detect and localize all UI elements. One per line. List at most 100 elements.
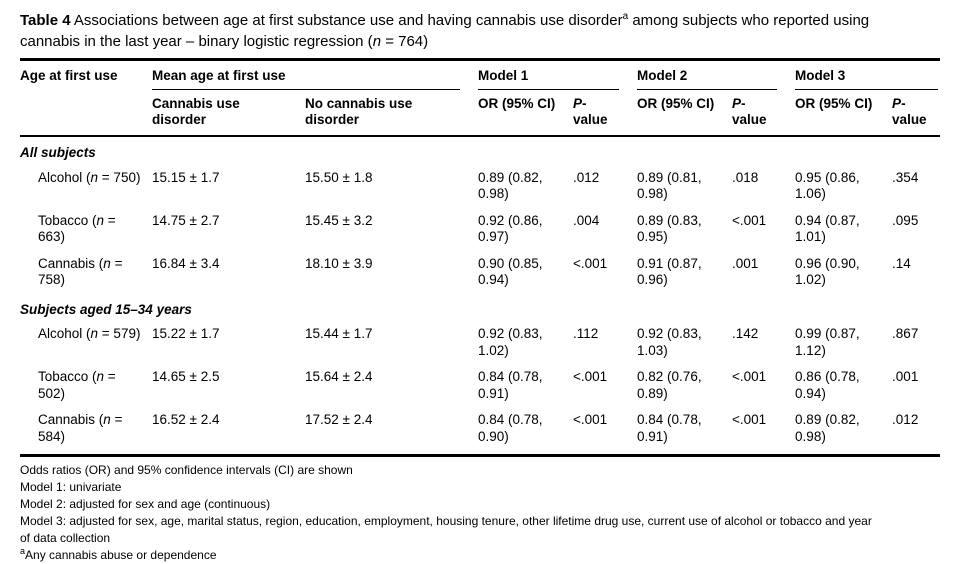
cell-substance-label: Tobacco (n = 663) — [38, 212, 116, 245]
cell-m1-or: 0.89 (0.82, 0.98) — [478, 169, 543, 202]
cell-m2-p: .142 — [732, 326, 759, 341]
cell-m1-p: .112 — [573, 326, 599, 341]
group-header-label: Model 2 — [637, 68, 778, 90]
cell-m1-or: 0.92 (0.83, 1.02) — [478, 326, 543, 358]
cell-mean-cud: 14.65 ± 2.5 — [152, 369, 220, 384]
cell-m3-or: 0.89 (0.82, 0.98) — [795, 407, 893, 457]
regression-results-table: Age at first use Mean age at first use M… — [20, 58, 941, 457]
caption-superscript-a: a — [622, 11, 629, 22]
cell-mean-cud: 16.84 ± 3.4 — [152, 255, 220, 271]
cell-m2-or: 0.82 (0.76, 0.89) — [637, 369, 702, 401]
col-header-or-model-2: OR (95% CI) — [637, 90, 733, 137]
cell-m1-or: 0.92 (0.86, 0.97) — [478, 212, 543, 245]
row-tobacco-all: Tobacco (n = 663) 14.75 ± 2.7 15.45 ± 3.2… — [20, 208, 940, 251]
caption-n-italic: n — [372, 33, 382, 50]
cell-m1-or: 0.84 (0.78, 0.91) — [478, 369, 543, 401]
cell-substance-label: Cannabis (n = 584) — [20, 407, 152, 457]
cell-m3-p: .001 — [892, 369, 919, 384]
group-header-label: Model 1 — [478, 68, 620, 90]
cell-m2-p: .018 — [732, 169, 759, 185]
section-label: All subjects — [20, 145, 96, 160]
cell-m2-or: 0.92 (0.83, 1.03) — [637, 326, 702, 358]
cell-m3-or: 0.86 (0.78, 0.94) — [795, 369, 860, 401]
cell-m3-p: .14 — [892, 255, 911, 271]
cell-mean-cud: 16.52 ± 2.4 — [152, 407, 305, 457]
caption-text: cannabis in the last year – binary logis… — [20, 33, 373, 50]
cell-m2-p: <.001 — [732, 369, 767, 384]
section-header-aged-15-34: Subjects aged 15–34 years — [20, 294, 940, 322]
col-header-or-model-3: OR (95% CI) — [795, 90, 893, 137]
col-header-pvalue-model-1: P-value — [573, 90, 638, 137]
cell-substance-label: Alcohol (n = 750) — [38, 169, 141, 185]
footnote-line: Model 1: univariate — [20, 480, 122, 494]
cell-m1-p: .004 — [573, 212, 600, 228]
group-header-label: Mean age at first use — [152, 68, 461, 90]
cell-m1-p: <.001 — [573, 255, 608, 271]
cell-substance-label: Cannabis (n = 758) — [38, 255, 123, 288]
table-caption: Table 4 Associations between age at firs… — [20, 10, 940, 52]
cell-m2-or: 0.89 (0.83, 0.95) — [637, 212, 702, 245]
cell-mean-no-cud: 15.44 ± 1.7 — [305, 326, 373, 341]
cell-m2-or: 0.91 (0.87, 0.96) — [637, 255, 702, 288]
cell-m2-p: <.001 — [732, 212, 767, 228]
row-cannabis-15-34: Cannabis (n = 584) 16.52 ± 2.4 17.52 ± 2.… — [20, 407, 941, 457]
group-header-model-2: Model 2 — [637, 58, 796, 90]
cell-m2-p: <.001 — [732, 407, 796, 457]
cell-m3-p: .867 — [892, 326, 919, 341]
col-header-or-model-1: OR (95% CI) — [478, 90, 574, 137]
row-alcohol-15-34: Alcohol (n = 579) 15.22 ± 1.7 15.44 ± 1.… — [20, 321, 940, 364]
cell-m2-or: 0.89 (0.81, 0.98) — [637, 169, 702, 202]
cell-mean-cud: 14.75 ± 2.7 — [152, 212, 220, 228]
cell-m1-p: <.001 — [573, 407, 638, 457]
group-header-row: Age at first use Mean age at first use M… — [20, 58, 941, 137]
cell-substance-label: Alcohol (n = 579) — [38, 326, 141, 341]
cell-mean-cud: 15.22 ± 1.7 — [152, 326, 220, 341]
cell-substance-label: Tobacco (n = 502) — [38, 369, 116, 401]
cell-mean-no-cud: 17.52 ± 2.4 — [305, 407, 479, 457]
footnote-line: aAny cannabis abuse or dependence — [20, 546, 217, 563]
cell-m3-or: 0.94 (0.87, 1.01) — [795, 212, 860, 245]
col-header-pvalue-model-3: P-value — [892, 90, 941, 137]
cell-m3-or: 0.95 (0.86, 1.06) — [795, 169, 860, 202]
footnote-line: Model 2: adjusted for sex and age (conti… — [20, 497, 271, 511]
footnotes: Odds ratios (OR) and 95% confidence inte… — [20, 462, 940, 564]
caption-text: = 764) — [381, 33, 429, 50]
caption-text: Associations between age at first substa… — [70, 12, 623, 29]
row-cannabis-all: Cannabis (n = 758) 16.84 ± 3.4 18.10 ± 3.… — [20, 251, 940, 294]
cell-mean-no-cud: 15.50 ± 1.8 — [305, 169, 373, 185]
cell-m2-or: 0.84 (0.78, 0.91) — [637, 407, 733, 457]
sub-header-row: Cannabis use disorder No cannabis use di… — [20, 90, 941, 137]
footnote-line: Model 3: adjusted for sex, age, marital … — [20, 514, 872, 545]
group-header-mean-age: Mean age at first use — [152, 58, 479, 90]
group-header-model-1: Model 1 — [478, 58, 638, 90]
cell-m3-p: .095 — [892, 212, 919, 228]
table-number: Table 4 Associations between age at firs… — [20, 11, 870, 30]
cell-mean-no-cud: 15.64 ± 2.4 — [305, 369, 373, 384]
row-alcohol-all: Alcohol (n = 750) 15.15 ± 1.7 15.50 ± 1.… — [20, 165, 940, 208]
cell-m1-or: 0.90 (0.85, 0.94) — [478, 255, 543, 288]
footnote-line: Odds ratios (OR) and 95% confidence inte… — [20, 463, 353, 477]
cell-m3-p: .012 — [892, 407, 941, 457]
cell-mean-no-cud: 18.10 ± 3.9 — [305, 255, 373, 271]
group-header-model-3: Model 3 — [795, 58, 941, 90]
cell-m3-or: 0.96 (0.90, 1.02) — [795, 255, 860, 288]
cell-mean-no-cud: 15.45 ± 3.2 — [305, 212, 373, 228]
section-header-all-subjects: All subjects — [20, 136, 940, 165]
section-label: Subjects aged 15–34 years — [20, 301, 192, 317]
col-header-pvalue-model-2: P-value — [732, 90, 796, 137]
col-header-no-cannabis-use-disorder: No cannabis use disorder — [305, 90, 479, 137]
col-header-cannabis-use-disorder: Cannabis use disorder — [152, 90, 305, 137]
caption-text: among subjects who reported using — [628, 12, 870, 29]
cell-m1-p: .012 — [573, 169, 600, 185]
cell-m2-p: .001 — [732, 255, 759, 271]
cell-m3-p: .354 — [892, 169, 919, 185]
row-tobacco-15-34: Tobacco (n = 502) 14.65 ± 2.5 15.64 ± 2.4… — [20, 364, 940, 407]
footnote-superscript-a: a — [20, 546, 26, 556]
group-header-label: Model 3 — [795, 68, 939, 90]
cell-m1-or: 0.84 (0.78, 0.90) — [478, 407, 574, 457]
cell-mean-cud: 15.15 ± 1.7 — [152, 169, 220, 185]
col-header-age-at-first-use: Age at first use — [20, 58, 152, 137]
caption-line-2: cannabis in the last year – binary logis… — [20, 31, 940, 52]
cell-m3-or: 0.99 (0.87, 1.12) — [795, 326, 860, 358]
